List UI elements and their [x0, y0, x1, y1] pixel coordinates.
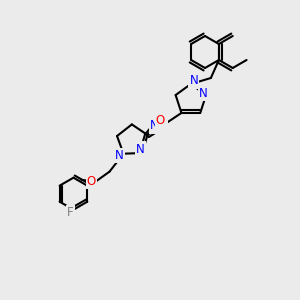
Text: N: N [136, 142, 145, 155]
Text: N: N [190, 74, 198, 88]
Text: F: F [67, 206, 74, 219]
Text: NH: NH [150, 119, 167, 132]
Text: O: O [87, 175, 96, 188]
Text: N: N [199, 87, 207, 100]
Text: N: N [115, 149, 124, 162]
Text: O: O [156, 114, 165, 128]
